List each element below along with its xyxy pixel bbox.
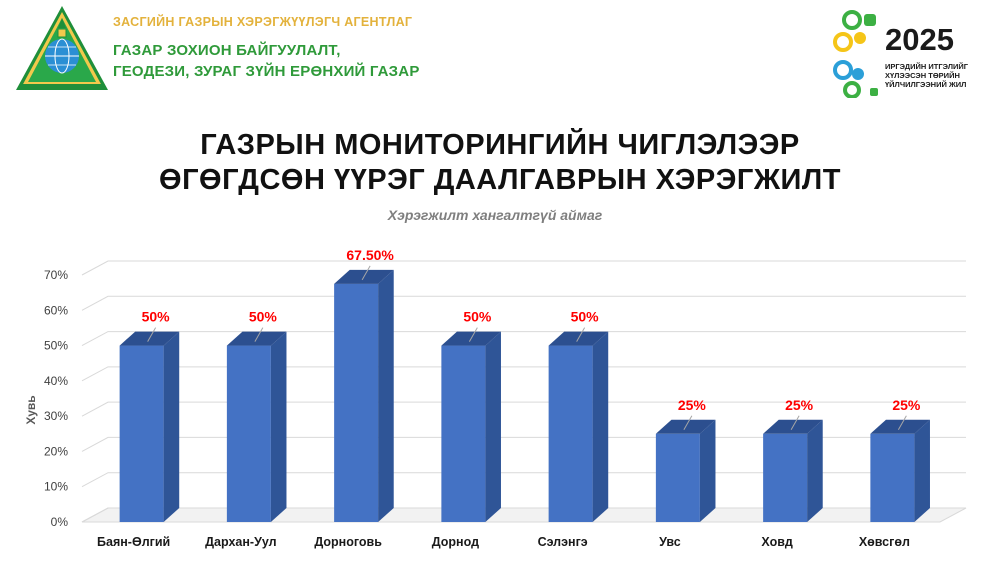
data-label: 25%	[892, 397, 921, 413]
gridline	[81, 260, 966, 276]
x-axis-label: Дархан-Уул	[205, 535, 277, 549]
bar-front	[548, 345, 593, 522]
y-tick-label: 60%	[44, 303, 68, 317]
data-label-leader	[576, 327, 586, 342]
chart-floor	[81, 507, 967, 523]
year-label: 2025	[885, 22, 954, 57]
data-label-leader	[468, 327, 478, 342]
bar: 50%	[119, 309, 180, 522]
data-label: 50%	[571, 309, 600, 325]
y-tick-label: 20%	[44, 444, 68, 458]
slogan-line2: ХҮЛЭЭСЭН ТӨРИЙН	[885, 71, 960, 80]
agency-name: ЗАСГИЙН ГАЗРЫН ХЭРЭГЖҮҮЛЭГЧ АГЕНТЛАГ	[113, 15, 413, 29]
page-title-line1: ГАЗРЫН МОНИТОРИНГИЙН ЧИГЛЭЛЭЭР	[200, 129, 800, 161]
data-label: 67.50%	[346, 247, 394, 263]
gridline	[81, 401, 966, 417]
organization-name: ГАЗАР ЗОХИОН БАЙГУУЛАЛТ, ГЕОДЕЗИ, ЗУРАГ …	[113, 40, 420, 82]
data-label: 25%	[678, 397, 707, 413]
data-label-leader	[254, 327, 264, 342]
data-label-leader	[790, 415, 800, 431]
x-axis-label: Сэлэнгэ	[538, 535, 588, 549]
data-label: 50%	[142, 309, 171, 325]
year-logo-icon	[833, 10, 878, 98]
bar-front	[119, 345, 164, 522]
y-axis-ticks: 0% 10% 20% 30% 40% 50% 60% 70%	[44, 268, 68, 529]
x-axis-label: Дорноговь	[314, 535, 382, 549]
bar: 50%	[548, 309, 609, 522]
bar: 50%	[226, 309, 287, 522]
slogan-line1: ИРГЭДИЙН ИТГЭЛИЙГ	[885, 62, 968, 71]
gridline	[81, 472, 966, 488]
gridline	[81, 331, 966, 347]
page-title: ГАЗРЫН МОНИТОРИНГИЙН ЧИГЛЭЛЭЭР ӨГӨГДСӨН …	[0, 128, 1000, 198]
bar-side	[592, 331, 609, 522]
bar-side	[699, 419, 716, 522]
bar-side	[485, 331, 501, 522]
organization-name-line2: ГЕОДЕЗИ, ЗУРАГ ЗҮЙН ЕРӨНХИЙ ГАЗАР	[113, 63, 420, 80]
page-header: ЗАСГИЙН ГАЗРЫН ХЭРЭГЖҮҮЛЭГЧ АГЕНТЛАГ ГАЗ…	[0, 0, 1000, 100]
slogan-line3: ҮЙЛЧИЛГЭЭНИЙ ЖИЛ	[885, 80, 967, 89]
chart-subtitle: Хэрэгжилт хангалтгүй аймаг	[387, 207, 603, 223]
bar-front	[763, 433, 808, 522]
y-tick-label: 50%	[44, 339, 68, 353]
x-axis-label: Увс	[659, 535, 681, 549]
bar-side	[807, 419, 823, 522]
bar-front	[655, 433, 700, 522]
data-label: 50%	[249, 309, 278, 325]
bar: 25%	[870, 397, 930, 522]
bar-side	[163, 331, 180, 522]
data-label-leader	[361, 265, 371, 281]
x-axis-label: Дорнод	[432, 535, 479, 549]
y-tick-label: 70%	[44, 268, 68, 282]
y-tick-label: 10%	[44, 480, 68, 494]
y-tick-label: 30%	[44, 409, 68, 423]
data-label-leader	[147, 327, 157, 342]
bar-side	[378, 269, 394, 522]
gridline	[81, 366, 966, 382]
bar: 25%	[763, 397, 823, 522]
emblem-icon	[16, 6, 108, 90]
page-title-line2: ӨГӨГДСӨН ҮҮРЭГ ДААЛГАВРЫН ХЭРЭГЖИЛТ	[159, 164, 841, 196]
data-label-leader	[683, 415, 693, 431]
bar-front	[441, 345, 486, 522]
x-axis-label: Ховд	[761, 535, 792, 549]
y-tick-label: 40%	[44, 374, 68, 388]
x-axis-label: Баян-Өлгий	[97, 535, 170, 549]
data-label: 50%	[463, 309, 492, 325]
bar: 67.50%	[334, 247, 394, 522]
gridline	[81, 295, 966, 311]
gridline	[81, 436, 966, 452]
year-slogan: ИРГЭДИЙН ИТГЭЛИЙГ ХҮЛЭЭСЭН ТӨРИЙН ҮЙЛЧИЛ…	[885, 62, 968, 89]
bar-front	[334, 283, 379, 522]
bar-side	[914, 419, 930, 522]
bar-side	[270, 331, 287, 522]
data-label-leader	[897, 415, 907, 431]
bars: 50% 50% 67.50% 50% 50% 25% 25% 25%	[119, 247, 930, 522]
organization-name-line1: ГАЗАР ЗОХИОН БАЙГУУЛАЛТ,	[113, 42, 341, 59]
x-axis-label: Хөвсгөл	[859, 535, 910, 549]
bar-front	[870, 433, 915, 522]
x-axis-labels: Баян-Өлгий Дархан-Уул Дорноговь Дорнод Сэлэн…	[97, 535, 910, 549]
bar: 50%	[441, 309, 501, 522]
grid-layer	[81, 260, 967, 523]
bar-front	[226, 345, 271, 522]
y-axis-title: Хувь	[24, 395, 38, 424]
bar: 25%	[655, 397, 716, 522]
bar-chart: Хэрэгжилт хангалтгүй аймаг Хувь 0% 10% 20%…	[24, 207, 967, 549]
data-label: 25%	[785, 397, 814, 413]
y-tick-label: 0%	[51, 515, 69, 529]
